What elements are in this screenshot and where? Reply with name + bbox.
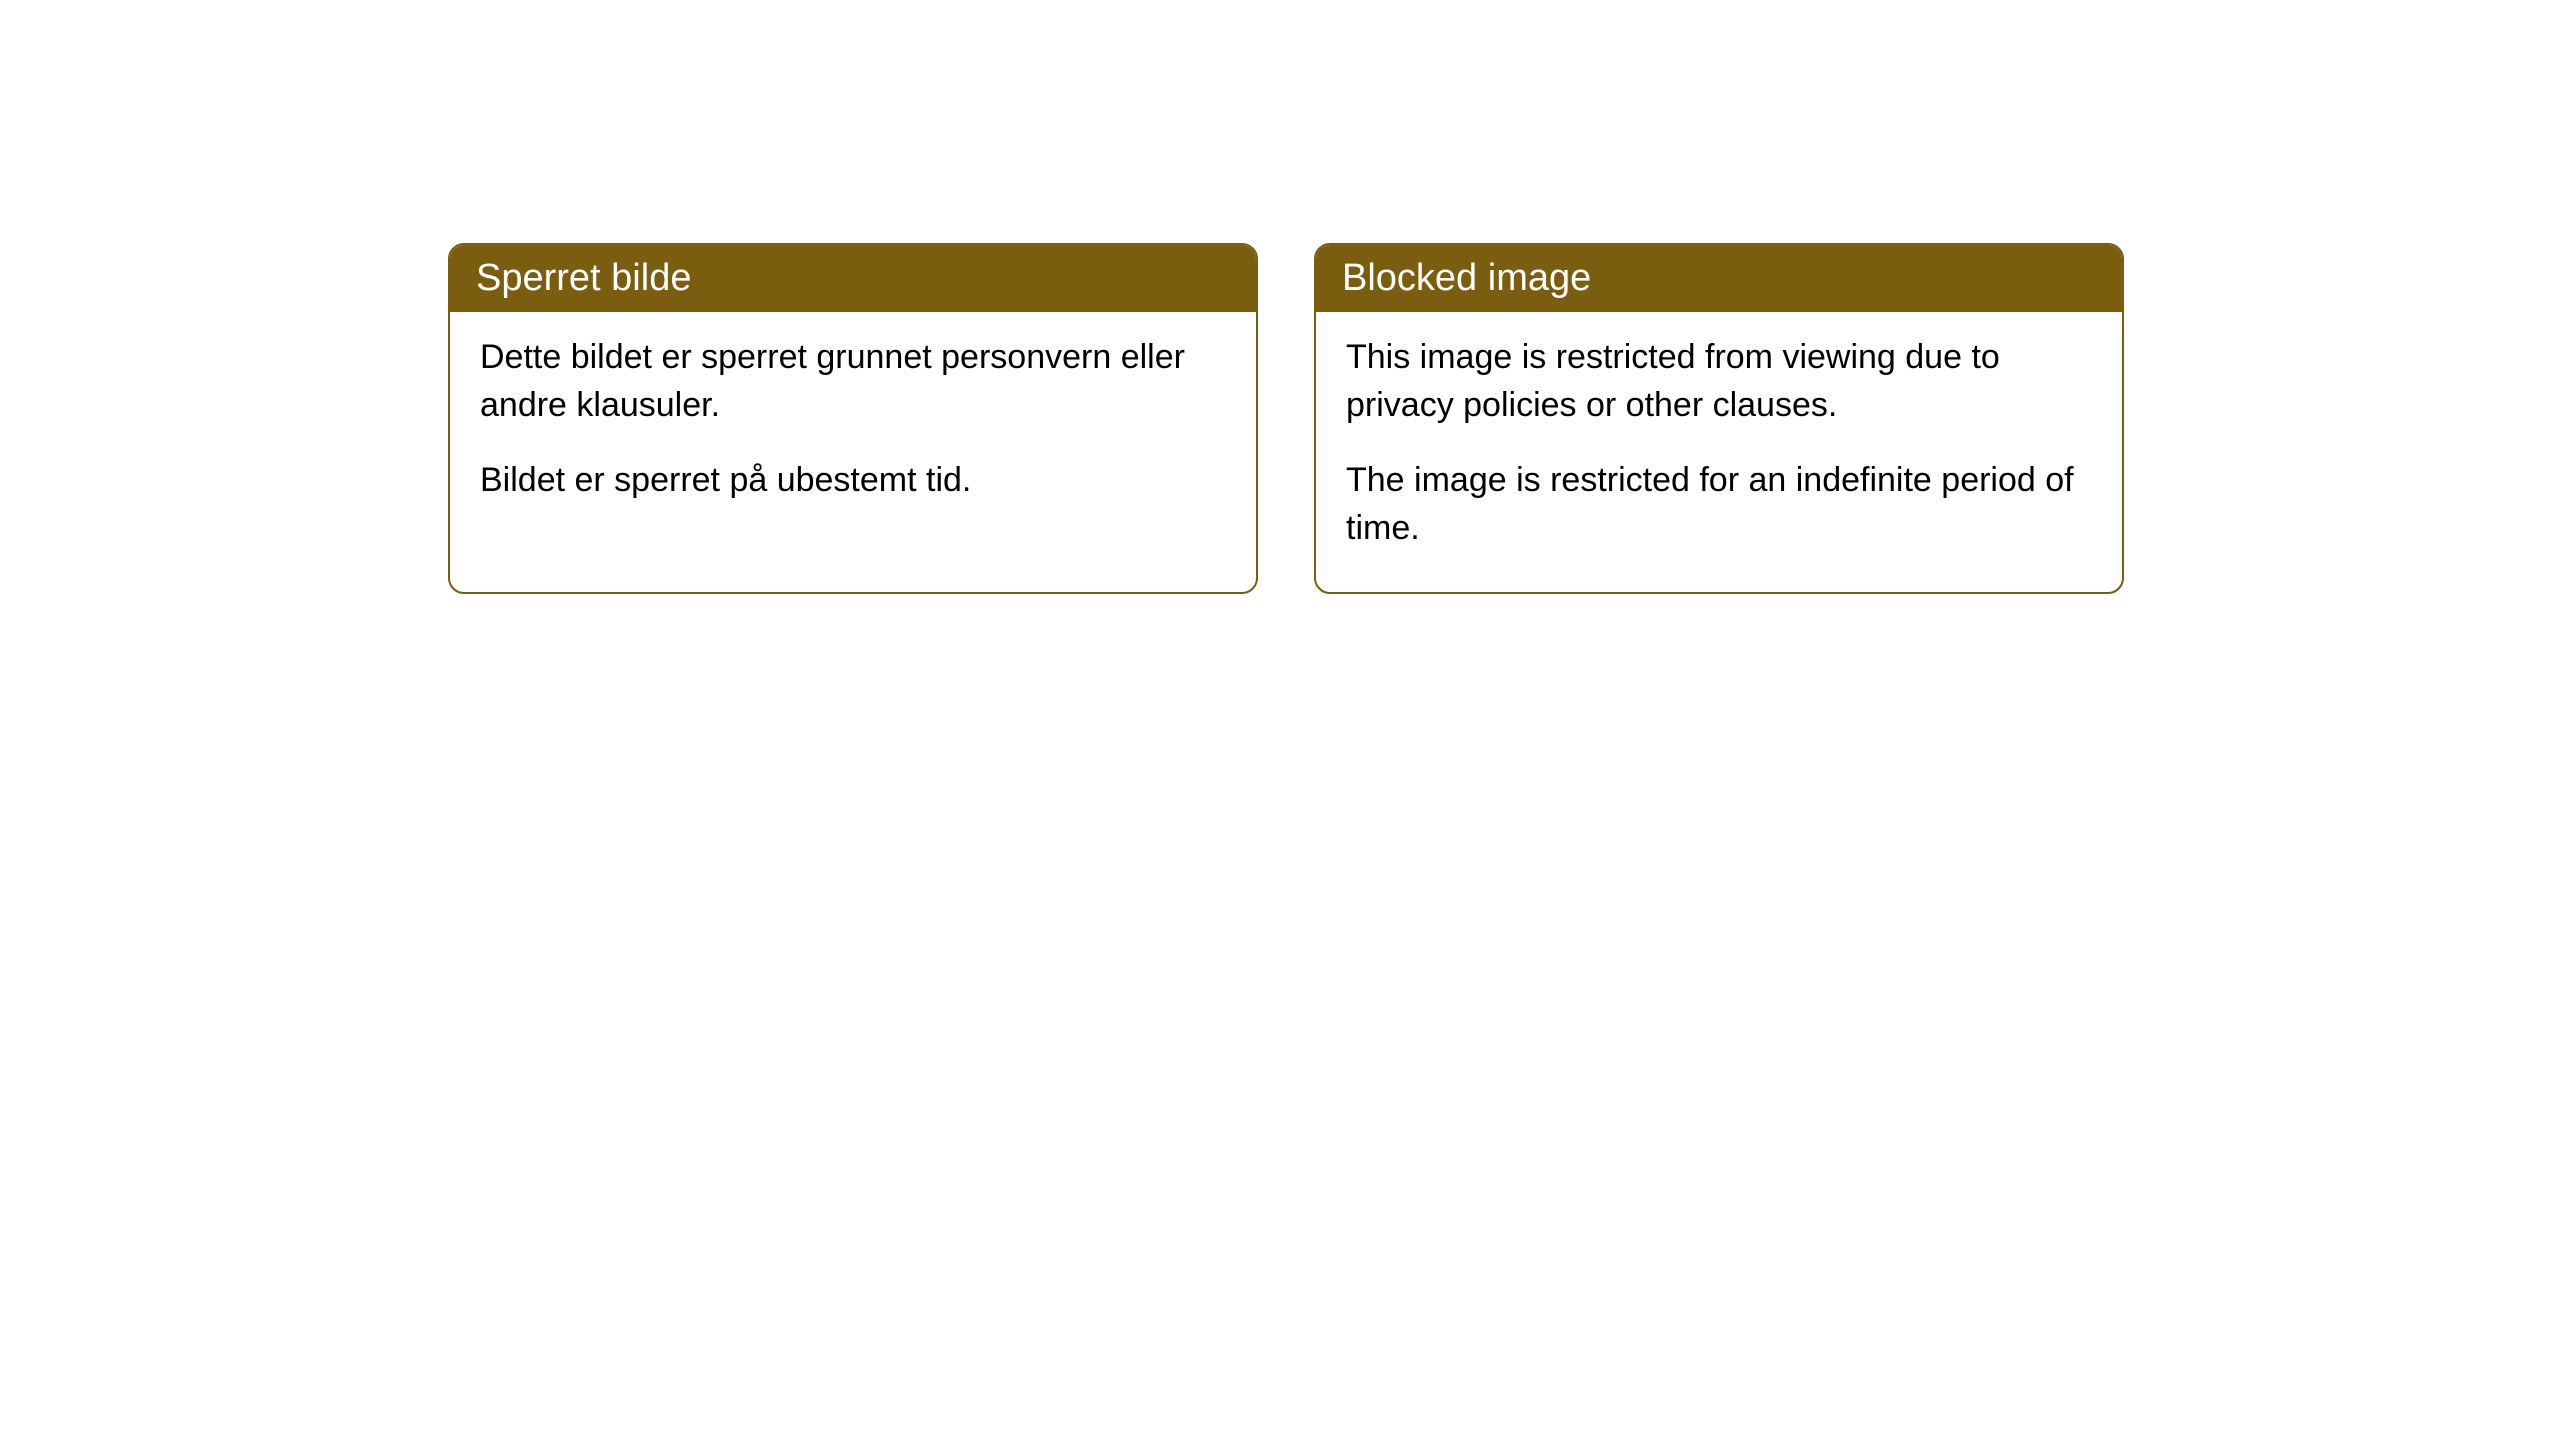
card-paragraph: This image is restricted from viewing du… — [1346, 334, 2092, 429]
card-header: Sperret bilde — [450, 245, 1256, 312]
card-paragraph: The image is restricted for an indefinit… — [1346, 457, 2092, 552]
card-paragraph: Bildet er sperret på ubestemt tid. — [480, 457, 1226, 505]
notice-cards-container: Sperret bilde Dette bildet er sperret gr… — [448, 243, 2124, 594]
card-title: Sperret bilde — [476, 257, 691, 299]
card-paragraph: Dette bildet er sperret grunnet personve… — [480, 334, 1226, 429]
card-body: Dette bildet er sperret grunnet personve… — [450, 312, 1256, 545]
card-title: Blocked image — [1342, 257, 1591, 299]
notice-card-norwegian: Sperret bilde Dette bildet er sperret gr… — [448, 243, 1258, 594]
notice-card-english: Blocked image This image is restricted f… — [1314, 243, 2124, 594]
card-body: This image is restricted from viewing du… — [1316, 312, 2122, 592]
card-header: Blocked image — [1316, 245, 2122, 312]
